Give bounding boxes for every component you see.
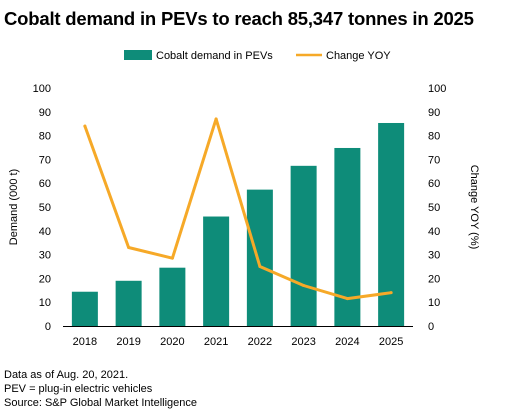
y-tick-label-7: 70 bbox=[39, 154, 51, 166]
y-tick-label-10: 100 bbox=[33, 83, 51, 95]
y2-tick-label-10: 100 bbox=[428, 83, 446, 95]
chart: Cobalt demand in PEVs Change YOY 0 10 20 30 40… bbox=[8, 50, 480, 348]
y2-tick-label-4: 40 bbox=[428, 226, 440, 238]
x-tick-label-2025: 2025 bbox=[379, 336, 403, 348]
y-tick-label-6: 60 bbox=[39, 178, 51, 190]
y2-tick-label-1: 10 bbox=[428, 297, 440, 309]
y-axis-title: Demand (000 t) bbox=[8, 169, 20, 245]
x-tick-label-2019: 2019 bbox=[116, 336, 140, 348]
y-tick-label-0: 0 bbox=[45, 321, 51, 333]
x-tick-label-2018: 2018 bbox=[73, 336, 97, 348]
y-tick-label-3: 30 bbox=[39, 250, 51, 262]
change-yoy-point-2020 bbox=[170, 256, 174, 260]
bar-2021 bbox=[203, 216, 230, 326]
y-tick-label-4: 40 bbox=[39, 226, 51, 238]
change-yoy-point-2022 bbox=[258, 265, 262, 268]
y2-tick-label-0: 0 bbox=[428, 321, 434, 333]
y-tick-label-1: 10 bbox=[39, 297, 51, 309]
y2-tick-label-2: 20 bbox=[428, 273, 440, 285]
bar-2022 bbox=[246, 189, 273, 326]
x-tick-label-2021: 2021 bbox=[204, 336, 228, 348]
bar-2019 bbox=[115, 280, 142, 326]
x-tick-label-2020: 2020 bbox=[160, 336, 184, 348]
y-tick-label-9: 90 bbox=[39, 107, 51, 119]
x-tick-label-2023: 2023 bbox=[291, 336, 315, 348]
change-yoy-point-2021 bbox=[214, 117, 218, 121]
bar-2023 bbox=[290, 165, 317, 326]
change-yoy-point-2024 bbox=[345, 297, 349, 301]
y2-tick-label-3: 30 bbox=[428, 250, 440, 262]
change-yoy-line bbox=[83, 117, 393, 301]
legend-label-demand: Cobalt demand in PEVs bbox=[156, 50, 273, 62]
y2-tick-label-5: 50 bbox=[428, 202, 440, 214]
bar-2020 bbox=[159, 267, 186, 326]
y2-tick-label-8: 80 bbox=[428, 131, 440, 143]
note-date: Data as of Aug. 20, 2021. bbox=[4, 369, 129, 381]
x-tick-label-2024: 2024 bbox=[335, 336, 359, 348]
change-yoy-point-2018 bbox=[83, 124, 87, 128]
y2-tick-label-6: 60 bbox=[428, 178, 440, 190]
chart-title: Cobalt demand in PEVs to reach 85,347 to… bbox=[4, 8, 474, 29]
y-tick-label-5: 50 bbox=[39, 202, 51, 214]
change-yoy-point-2019 bbox=[127, 245, 131, 249]
legend-label-change: Change YOY bbox=[326, 50, 391, 62]
note-source: Source: S&P Global Market Intelligence bbox=[4, 397, 198, 409]
y2-tick-label-7: 70 bbox=[428, 154, 440, 166]
chart-notes: Data as of Aug. 20, 2021. PEV = plug-in … bbox=[4, 368, 197, 410]
note-definition: PEV = plug-in electric vehicles bbox=[4, 383, 153, 395]
x-tick-label-2022: 2022 bbox=[248, 336, 272, 348]
change-yoy-point-2023 bbox=[302, 284, 306, 288]
y2-axis-title: Change YOY (%) bbox=[468, 165, 480, 250]
bar-2025 bbox=[378, 122, 405, 327]
bar-2018 bbox=[71, 291, 98, 326]
y-tick-label-8: 80 bbox=[39, 131, 51, 143]
legend-swatch-demand bbox=[124, 50, 152, 60]
change-yoy-point-2025 bbox=[389, 291, 393, 295]
y-tick-label-2: 20 bbox=[39, 273, 51, 285]
y2-tick-label-9: 90 bbox=[428, 107, 440, 119]
